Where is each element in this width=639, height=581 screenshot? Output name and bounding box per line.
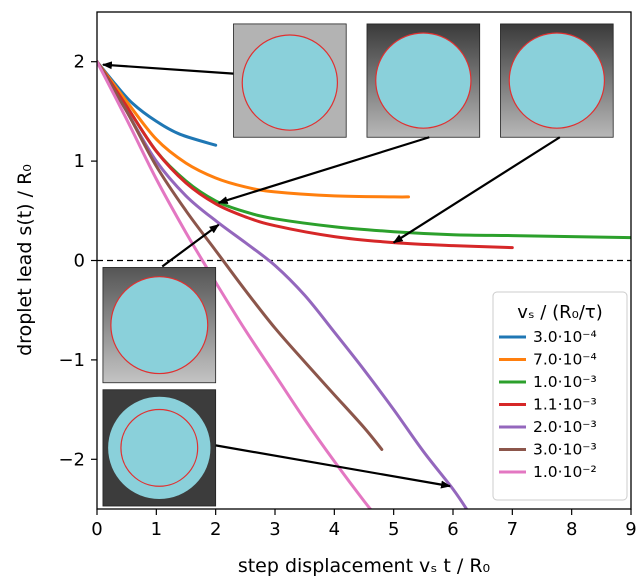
x-tick-label: 8 — [566, 519, 577, 540]
arrow-3 — [392, 136, 561, 244]
series-line-4 — [97, 60, 514, 250]
series-line-5 — [97, 60, 469, 509]
x-tick-label: 3 — [269, 519, 280, 540]
legend-label-1: 3.0·10⁻⁴ — [533, 328, 597, 346]
legend-label-4: 1.1·10⁻³ — [533, 396, 597, 414]
legend-label-6: 3.0·10⁻³ — [533, 441, 597, 459]
y-axis-label: droplet lead s(t) / R₀ — [14, 164, 36, 356]
x-tick-label: 1 — [151, 519, 162, 540]
y-tick-label: 0 — [74, 251, 85, 272]
inset-left-1 — [102, 267, 217, 384]
legend-box — [492, 291, 628, 501]
series-line-1 — [97, 60, 218, 147]
x-tick-label: 5 — [388, 519, 399, 540]
droplet-icon — [242, 34, 338, 131]
droplet-icon — [110, 276, 208, 374]
inset-left-2 — [102, 389, 217, 507]
droplet-icon — [375, 32, 471, 129]
legend: vₛ / (R₀/τ) 3.0·10⁻⁴ 7.0·10⁻⁴ 1.0·10⁻³ 1.1·… — [492, 291, 628, 501]
series-line-7 — [97, 60, 373, 509]
legend-label-3: 1.0·10⁻³ — [533, 373, 597, 391]
arrow-2 — [217, 136, 430, 204]
x-tick-label: 9 — [625, 519, 636, 540]
inset-top-1 — [233, 23, 347, 138]
y-tick-label: 2 — [74, 52, 85, 73]
series-line-2 — [97, 60, 410, 199]
arrow-1 — [101, 61, 234, 75]
x-axis-label: step displacement vₛ t / R₀ — [238, 555, 490, 577]
x-tick-label: 0 — [91, 519, 102, 540]
legend-label-5: 2.0·10⁻³ — [533, 418, 597, 436]
x-tick-label: 4 — [329, 519, 340, 540]
legend-label-7: 1.0·10⁻² — [533, 463, 597, 481]
series-line-6 — [97, 60, 384, 451]
arrow-5 — [215, 444, 452, 489]
inset-top-2 — [366, 23, 481, 138]
legend-title: vₛ / (R₀/τ) — [517, 302, 603, 323]
x-tick-label: 6 — [447, 519, 458, 540]
x-tick-label: 7 — [507, 519, 518, 540]
arrow-4 — [161, 223, 220, 268]
y-tick-label: −1 — [58, 350, 85, 371]
y-tick-label: −2 — [58, 449, 85, 470]
droplet-icon — [108, 396, 211, 500]
x-tick-label: 2 — [210, 519, 221, 540]
legend-label-2: 7.0·10⁻⁴ — [533, 351, 597, 369]
droplet-icon — [509, 32, 605, 129]
inset-top-3 — [500, 23, 614, 138]
y-tick-label: 1 — [74, 151, 85, 172]
